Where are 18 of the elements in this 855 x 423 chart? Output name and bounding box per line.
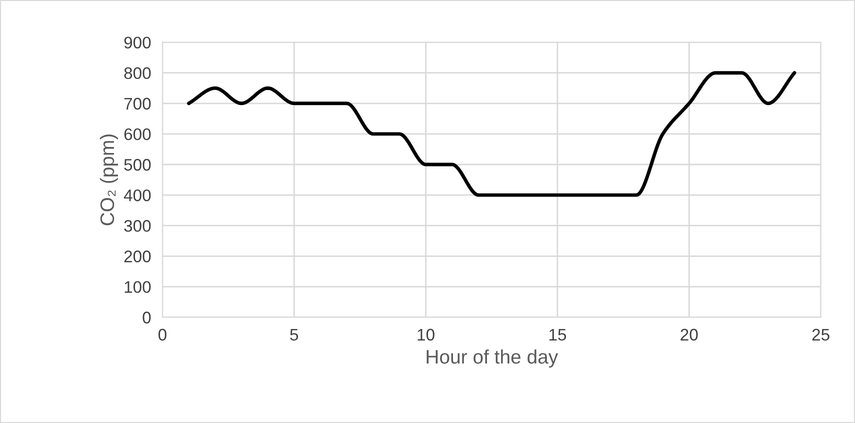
- x-axis-title: Hour of the day: [426, 349, 558, 368]
- y-tick-label: 500: [124, 158, 151, 171]
- x-tick-label: 20: [680, 328, 698, 341]
- y-tick-label: 800: [124, 67, 151, 80]
- x-tick-label: 5: [290, 328, 298, 341]
- y-axis-title: CO₂ (ppm): [100, 134, 118, 226]
- y-tick-label: 0: [142, 312, 151, 324]
- x-tick-label: 15: [549, 328, 566, 341]
- y-tick-label: 100: [124, 281, 151, 293]
- y-tick-label: 900: [124, 36, 151, 49]
- x-tick-label: 10: [418, 328, 434, 341]
- y-tick-label: 200: [124, 250, 151, 262]
- y-tick-label: 700: [124, 98, 151, 110]
- x-tick-label: 25: [812, 328, 830, 341]
- y-tick-label: 300: [124, 220, 151, 232]
- y-tick-label: 400: [124, 189, 151, 202]
- x-tick-label: 0: [158, 328, 166, 341]
- y-tick-label: 600: [124, 128, 151, 140]
